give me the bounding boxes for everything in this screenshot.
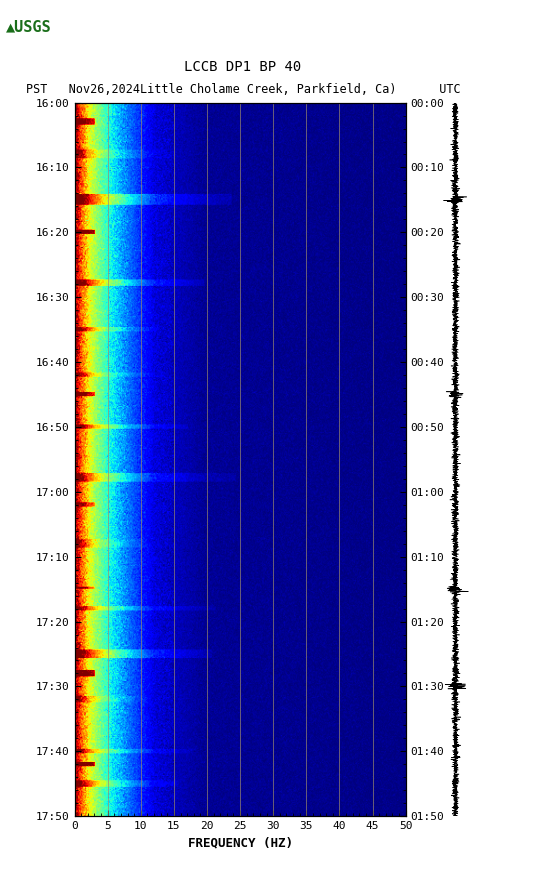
X-axis label: FREQUENCY (HZ): FREQUENCY (HZ) [188, 837, 293, 849]
Text: LCCB DP1 BP 40: LCCB DP1 BP 40 [184, 60, 301, 74]
Text: ▲USGS: ▲USGS [6, 20, 51, 34]
Text: PST   Nov26,2024Little Cholame Creek, Parkfield, Ca)      UTC: PST Nov26,2024Little Cholame Creek, Park… [25, 83, 460, 95]
